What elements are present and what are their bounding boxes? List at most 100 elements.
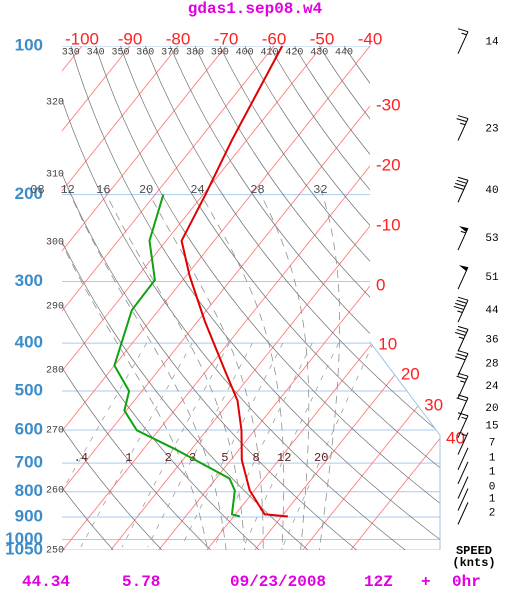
wind-speed-label: 14	[485, 37, 499, 49]
adiabat-label: 390	[211, 48, 229, 59]
barb-feather	[460, 230, 466, 234]
dry-adiabat	[318, 46, 440, 550]
wind-barb	[457, 432, 469, 455]
wind-speed-label: 20	[485, 403, 498, 415]
adiabat-label: 430	[310, 48, 328, 59]
moist-adiabat	[62, 187, 209, 550]
moist-adiabat-label: 28	[250, 183, 264, 197]
temperature-line	[180, 45, 288, 518]
wind-barb	[455, 325, 469, 352]
barb-feather	[456, 328, 467, 333]
dry-adiabat	[62, 46, 260, 550]
x-tick-label: -10	[376, 215, 401, 234]
isotherm	[302, 46, 440, 550]
moist-adiabat	[319, 187, 340, 550]
moist-adiabat-label: 32	[313, 183, 327, 197]
mixing-ratio	[243, 342, 339, 548]
adiabat-label: 330	[62, 48, 80, 59]
barb-staff	[457, 375, 469, 399]
dry-adiabat	[62, 46, 163, 550]
barb-feather	[457, 325, 469, 330]
wind-barb	[456, 394, 469, 421]
dry-adiabat	[294, 46, 440, 550]
adiabat-label: 260	[46, 486, 64, 497]
footer-text: 5.78	[122, 573, 160, 591]
barb-feather	[456, 375, 467, 380]
wind-speed-label: 44	[485, 305, 499, 317]
y-tick-label: 1050	[5, 539, 43, 558]
mixing-ratio	[80, 342, 193, 548]
adiabat-label: 320	[46, 98, 64, 109]
barb-staff	[457, 329, 469, 352]
isotherm	[62, 46, 275, 550]
barb-feather	[461, 32, 467, 36]
wind-barb	[457, 447, 469, 471]
x-tick-label: -20	[376, 155, 401, 174]
barb-staff	[457, 397, 469, 421]
x-tick-label: -100	[65, 29, 99, 48]
wind-title: SPEED	[456, 544, 492, 558]
wind-barb	[456, 372, 469, 399]
barb-staff	[457, 227, 469, 251]
x-tick-label: 20	[401, 364, 420, 383]
y-tick-label: 900	[15, 506, 43, 525]
isotherm	[62, 46, 227, 550]
barb-feather	[457, 372, 469, 377]
adiabat-label: 360	[136, 48, 154, 59]
isotherm	[62, 46, 440, 550]
dry-adiabat	[62, 46, 357, 550]
dry-adiabat	[95, 46, 440, 550]
x-tick-label: -50	[310, 29, 335, 48]
wind-speed-label: 1	[489, 467, 496, 479]
dry-adiabat	[62, 46, 65, 550]
barb-feather	[456, 353, 467, 358]
moist-adiabat-label: 24	[190, 183, 204, 197]
barb-feather	[461, 416, 467, 420]
dry-adiabat	[120, 46, 440, 550]
isotherm	[110, 46, 440, 550]
barb-feather	[460, 122, 466, 126]
isotherm	[62, 46, 323, 550]
barb-feather	[457, 310, 463, 313]
isotherm	[0, 46, 34, 550]
dry-adiabat	[244, 46, 440, 550]
wind-speed-label: 23	[485, 123, 498, 135]
wind-speed-label: 1	[489, 453, 496, 465]
wind-speed-label: 36	[485, 334, 498, 346]
footer-text: 0hr	[452, 573, 481, 591]
wind-speed-label: 28	[485, 358, 498, 370]
adiabat-label: 350	[111, 48, 129, 59]
barb-feather	[460, 380, 466, 383]
wind-speed-label: 2	[489, 507, 496, 519]
mixing-ratio	[121, 342, 230, 548]
wind-speed-label: 0	[489, 481, 496, 493]
x-tick-label: -90	[118, 29, 143, 48]
x-tick-label: -60	[262, 29, 287, 48]
wind-barb	[453, 296, 469, 323]
barb-pennant	[459, 265, 468, 272]
adiabat-label: 250	[46, 546, 64, 557]
wind-barb	[457, 412, 469, 438]
wind-barb	[455, 350, 469, 376]
y-tick-label: 200	[15, 184, 43, 203]
isotherm	[158, 46, 440, 550]
moist-adiabat-label: 20	[139, 183, 153, 197]
adiabat-label: 310	[46, 170, 64, 181]
dewpoint-line	[113, 194, 241, 518]
wind-barb	[457, 461, 469, 484]
moist-adiabat	[145, 187, 264, 550]
barb-feather	[455, 332, 466, 336]
barb-feather	[455, 356, 466, 361]
footer-text: 44.34	[22, 573, 70, 591]
dry-adiabat	[144, 46, 440, 550]
mixing-ratio-label: 20	[314, 451, 328, 465]
barb-feather	[458, 336, 464, 340]
mixing-ratio	[213, 342, 313, 548]
x-tick-label: -80	[166, 29, 191, 48]
dry-adiabat	[62, 46, 309, 550]
barb-staff	[457, 502, 469, 525]
wind-barb	[457, 226, 469, 251]
moist-adiabat-label: 16	[96, 183, 110, 197]
barb-staff	[457, 415, 469, 438]
